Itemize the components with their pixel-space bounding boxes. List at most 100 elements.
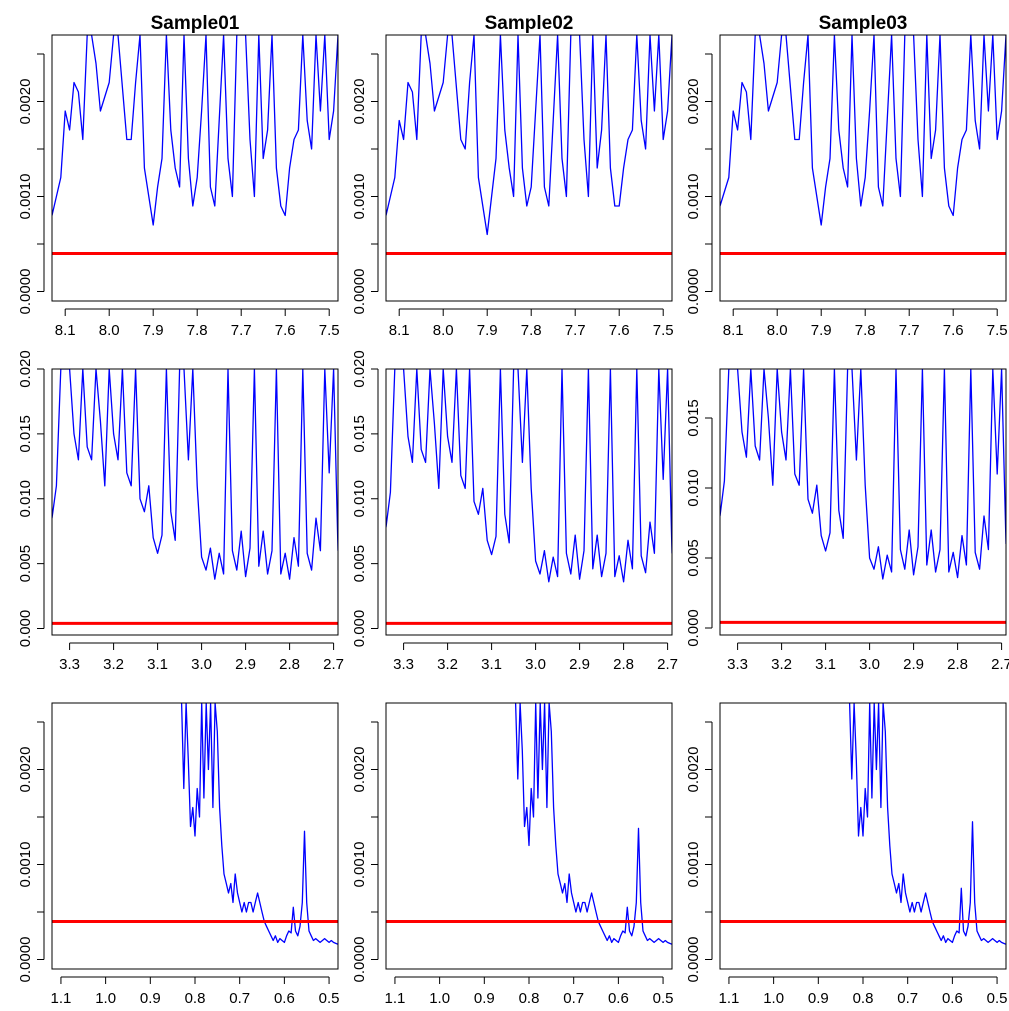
spectrum-line xyxy=(720,35,1006,226)
x-tick-label: 7.7 xyxy=(231,322,252,339)
y-tick-label: 0.0000 xyxy=(17,937,34,983)
x-tick-label: 2.9 xyxy=(903,656,924,673)
plot-frame xyxy=(385,702,673,970)
x-tick-label: 2.9 xyxy=(569,656,590,673)
x-tick-label: 7.9 xyxy=(477,322,498,339)
x-tick-label: 3.1 xyxy=(481,656,502,673)
x-tick-label: 3.0 xyxy=(525,656,546,673)
x-tick-label: 7.8 xyxy=(521,322,542,339)
spectrum-line xyxy=(386,369,672,583)
x-tick-label: 2.7 xyxy=(657,656,678,673)
spectrum-line xyxy=(848,703,1006,945)
x-tick-label: 0.9 xyxy=(808,990,829,1007)
spectrum-line xyxy=(52,35,338,226)
y-tick-label: 0.020 xyxy=(17,350,34,388)
y-tick-label: 0.000 xyxy=(685,609,702,647)
plot-frame xyxy=(719,368,1007,636)
x-tick-label: 2.8 xyxy=(947,656,968,673)
y-tick-label: 0.0010 xyxy=(17,174,34,220)
x-tick-label: 7.6 xyxy=(943,322,964,339)
y-tick-label: 0.005 xyxy=(685,539,702,577)
plot-frame xyxy=(719,702,1007,970)
x-tick-label: 3.0 xyxy=(859,656,880,673)
panel-5: 3.3 3.2 3.1 3.0 2.9 2.8 2.7 0.000 0.005 0.010 0.01… xyxy=(351,350,678,673)
y-tick-label: 0.0020 xyxy=(17,747,34,793)
x-tick-label: 0.6 xyxy=(274,990,295,1007)
y-tick-label: 0.020 xyxy=(351,350,368,388)
y-tick-label: 0.0020 xyxy=(17,79,34,125)
x-tick-label: 0.8 xyxy=(519,990,540,1007)
x-tick-label: 3.3 xyxy=(727,656,748,673)
x-tick-label: 0.6 xyxy=(942,990,963,1007)
panel-6: 3.3 3.2 3.1 3.0 2.9 2.8 2.7 0.000 0.005 0.010 0.01… xyxy=(685,368,1009,673)
spectrum-line xyxy=(52,369,338,580)
y-tick-label: 0.015 xyxy=(351,415,368,453)
x-tick-label: 2.8 xyxy=(613,656,634,673)
y-tick-label: 0.0020 xyxy=(351,747,368,793)
x-tick-label: 3.1 xyxy=(147,656,168,673)
y-tick-label: 0.0000 xyxy=(351,269,368,315)
x-tick-label: 8.1 xyxy=(389,322,410,339)
y-tick-label: 0.005 xyxy=(351,545,368,583)
x-tick-label: 7.7 xyxy=(565,322,586,339)
y-tick-label: 0.010 xyxy=(351,480,368,518)
y-tick-label: 0.010 xyxy=(17,480,34,518)
spectrum-line xyxy=(180,703,338,945)
panel-title: Sample02 xyxy=(485,13,574,34)
y-tick-label: 0.0000 xyxy=(351,937,368,983)
x-tick-label: 7.6 xyxy=(275,322,296,339)
x-tick-label: 3.3 xyxy=(59,656,80,673)
plot-frame xyxy=(51,368,339,636)
panel-title: Sample03 xyxy=(819,13,908,34)
y-tick-label: 0.015 xyxy=(17,415,34,453)
plot-frame xyxy=(385,34,673,302)
x-tick-label: 7.9 xyxy=(143,322,164,339)
y-tick-label: 0.0010 xyxy=(351,174,368,220)
x-tick-label: 7.8 xyxy=(855,322,876,339)
x-tick-label: 7.6 xyxy=(609,322,630,339)
panel-7: 1.1 1.0 0.9 0.8 0.7 0.6 0.5 0.0000 0.0010 0.0020 xyxy=(17,702,340,1007)
panel-3: Sample03 8.1 8.0 7.9 7.8 7.7 7.6 7.5 0.0000 0.001… xyxy=(685,13,1008,339)
x-tick-label: 8.0 xyxy=(99,322,120,339)
x-tick-label: 1.1 xyxy=(719,990,740,1007)
x-tick-label: 0.9 xyxy=(474,990,495,1007)
x-tick-label: 0.5 xyxy=(653,990,674,1007)
y-tick-label: 0.010 xyxy=(685,469,702,507)
x-tick-label: 8.1 xyxy=(723,322,744,339)
x-tick-label: 0.7 xyxy=(229,990,250,1007)
x-tick-label: 0.9 xyxy=(140,990,161,1007)
x-tick-label: 7.7 xyxy=(899,322,920,339)
plot-frame xyxy=(51,702,339,970)
spectrum-line xyxy=(720,369,1006,580)
y-tick-label: 0.0000 xyxy=(17,269,34,315)
panel-2: Sample02 8.1 8.0 7.9 7.8 7.7 7.6 7.5 0.0000 0.001… xyxy=(351,13,674,339)
y-tick-label: 0.0000 xyxy=(685,937,702,983)
y-tick-label: 0.0010 xyxy=(685,842,702,888)
y-tick-label: 0.015 xyxy=(685,399,702,437)
y-tick-label: 0.0020 xyxy=(351,79,368,125)
x-tick-label: 1.0 xyxy=(763,990,784,1007)
y-tick-label: 0.0010 xyxy=(17,842,34,888)
panel-9: 1.1 1.0 0.9 0.8 0.7 0.6 0.5 0.0000 0.0010 0.0020 xyxy=(685,702,1008,1007)
x-tick-label: 2.9 xyxy=(235,656,256,673)
plot-frame xyxy=(385,368,673,636)
y-tick-label: 0.0010 xyxy=(351,842,368,888)
y-tick-label: 0.0010 xyxy=(685,174,702,220)
x-tick-label: 1.1 xyxy=(385,990,406,1007)
plot-frame xyxy=(719,34,1007,302)
x-tick-label: 0.7 xyxy=(563,990,584,1007)
x-tick-label: 8.0 xyxy=(767,322,788,339)
x-tick-label: 0.7 xyxy=(897,990,918,1007)
spectrum-line xyxy=(514,703,672,945)
x-tick-label: 3.0 xyxy=(191,656,212,673)
x-tick-label: 3.2 xyxy=(103,656,124,673)
x-tick-label: 7.5 xyxy=(653,322,674,339)
plot-frame xyxy=(51,34,339,302)
x-tick-label: 0.5 xyxy=(987,990,1008,1007)
x-tick-label: 0.8 xyxy=(853,990,874,1007)
x-tick-label: 2.7 xyxy=(323,656,344,673)
x-tick-label: 7.8 xyxy=(187,322,208,339)
x-tick-label: 7.5 xyxy=(987,322,1008,339)
x-tick-label: 0.5 xyxy=(319,990,340,1007)
